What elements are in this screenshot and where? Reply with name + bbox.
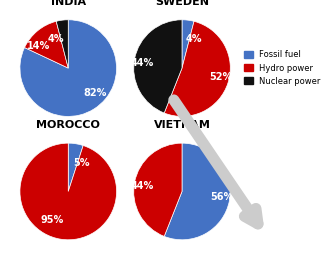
Wedge shape — [134, 143, 182, 236]
Text: 95%: 95% — [41, 215, 64, 225]
Wedge shape — [164, 143, 230, 240]
Title: INDIA: INDIA — [51, 0, 86, 7]
Wedge shape — [24, 21, 68, 68]
Text: 44%: 44% — [130, 181, 153, 191]
Wedge shape — [134, 20, 182, 113]
Title: VIETNAM: VIETNAM — [153, 120, 211, 130]
Text: 4%: 4% — [186, 34, 202, 44]
Title: SWEDEN: SWEDEN — [155, 0, 209, 7]
Text: 5%: 5% — [73, 158, 89, 168]
Title: MOROCCO: MOROCCO — [36, 120, 100, 130]
Wedge shape — [56, 20, 68, 68]
Text: 44%: 44% — [130, 58, 153, 68]
Wedge shape — [68, 143, 83, 191]
Wedge shape — [20, 143, 117, 240]
Wedge shape — [20, 20, 117, 116]
Text: 4%: 4% — [48, 34, 65, 44]
Wedge shape — [164, 21, 230, 116]
Legend: Fossil fuel, Hydro power, Nuclear power: Fossil fuel, Hydro power, Nuclear power — [244, 50, 321, 86]
Text: 82%: 82% — [84, 88, 107, 98]
Wedge shape — [182, 20, 194, 68]
Text: 56%: 56% — [211, 192, 234, 202]
Text: 14%: 14% — [27, 41, 50, 51]
Text: 52%: 52% — [210, 72, 233, 82]
